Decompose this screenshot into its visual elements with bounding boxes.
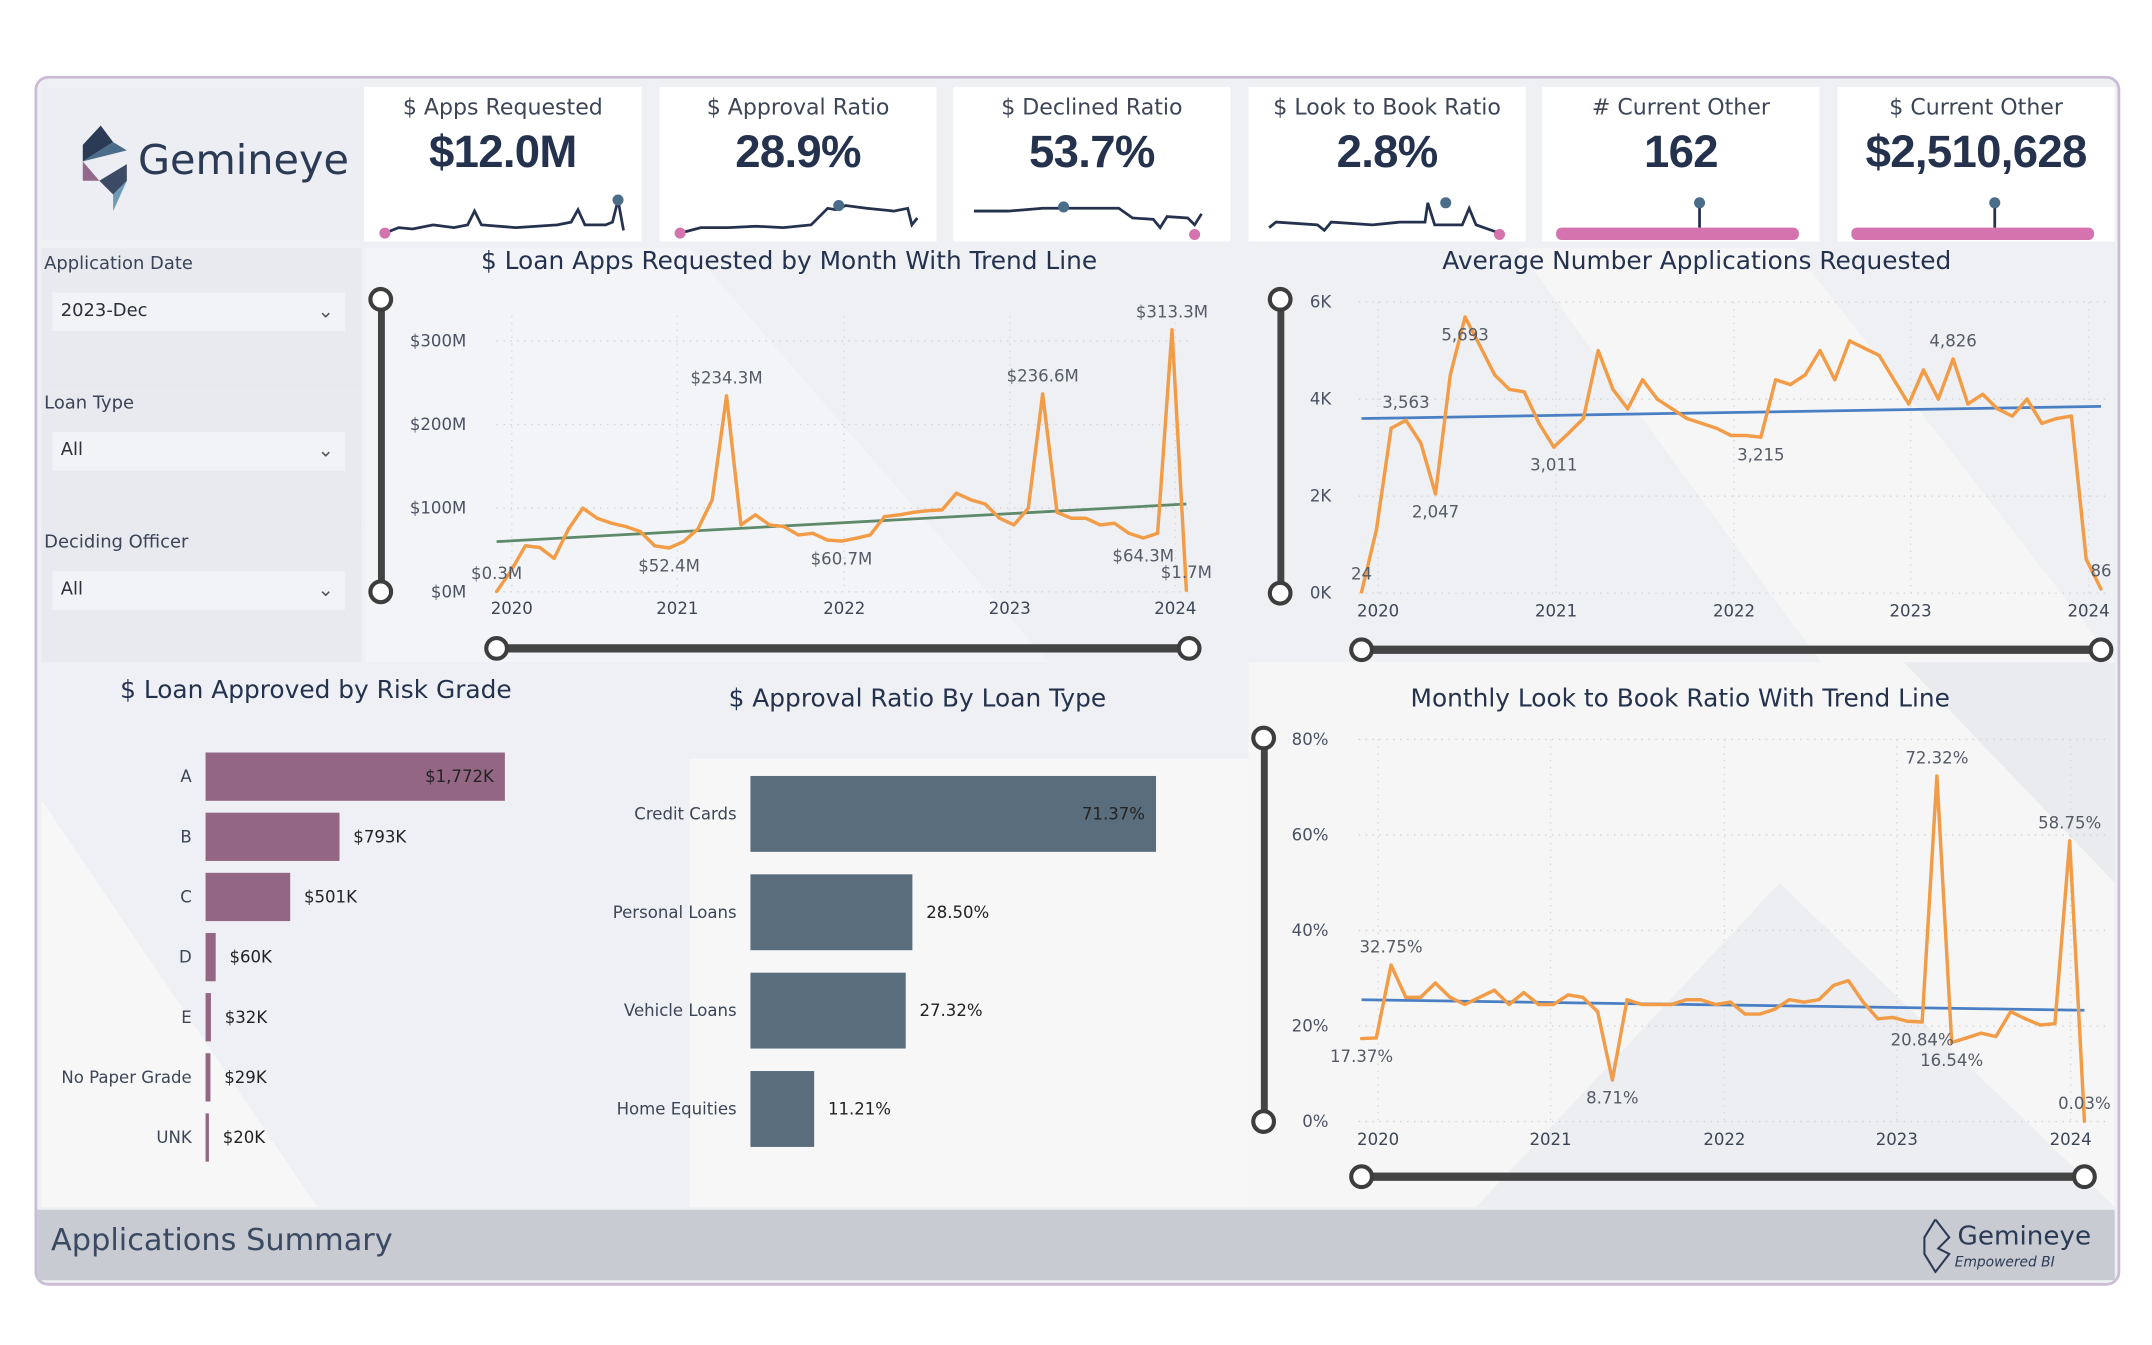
kpi-sparkline [1556, 197, 1799, 241]
chart-title-approval-ratio: $ Approval Ratio By Loan Type [728, 684, 1107, 714]
slider-handle-right[interactable] [2088, 637, 2114, 663]
x-axis-zoom-slider[interactable] [496, 644, 1190, 653]
footer-bar: Applications Summary Gemineye Empowered … [37, 1209, 2115, 1281]
loan-type-dropdown[interactable]: All ⌄ [52, 431, 345, 471]
kpi-current-other-amount[interactable]: $ Current Other $2,510,628 [1837, 86, 2115, 242]
chevron-down-icon: ⌄ [317, 300, 334, 323]
y-axis-zoom-slider[interactable] [1277, 299, 1285, 594]
slider-handle-top[interactable] [1251, 725, 1277, 751]
deciding-officer-dropdown[interactable]: All ⌄ [52, 571, 345, 610]
slider-handle-left[interactable] [484, 635, 510, 661]
y-axis-zoom-slider[interactable] [1260, 738, 1268, 1122]
kpi-title: $ Current Other [1889, 93, 2063, 121]
chart-title-apps: $ Loan Apps Requested by Month With Tren… [480, 246, 1098, 276]
kpi-sparkline [1268, 197, 1506, 241]
chevron-down-icon: ⌄ [317, 579, 334, 602]
footer-logo: Gemineye Empowered BI [1922, 1215, 2091, 1276]
gemineye-logo-icon [82, 125, 127, 212]
kpi-look-to-book[interactable]: $ Look to Book Ratio 2.8% [1248, 86, 1526, 242]
kpi-title: $ Apps Requested [402, 93, 603, 121]
kpi-value: 28.9% [735, 125, 861, 177]
kpi-sparkline [674, 200, 919, 239]
slicer-label: Loan Type [44, 393, 135, 414]
kpi-apps-requested[interactable]: $ Apps Requested $12.0M [364, 86, 642, 242]
slider-handle-bottom[interactable] [368, 579, 394, 605]
slider-handle-left[interactable] [1349, 637, 1374, 663]
footer-brand-name: Gemineye [1957, 1220, 2092, 1252]
chevron-down-icon: ⌄ [317, 440, 334, 463]
kpi-title: $ Declined Ratio [1001, 93, 1183, 121]
page-title: Applications Summary [51, 1223, 393, 1259]
slider-handle-top[interactable] [368, 286, 394, 312]
chart-title-risk-grade: $ Loan Approved by Risk Grade [120, 675, 512, 705]
slicer-deciding-officer: Deciding Officer All ⌄ [41, 526, 362, 663]
kpi-value: $2,510,628 [1865, 125, 2088, 177]
dropdown-value: 2023-Dec [60, 300, 148, 322]
chart-title-avg-apps: Average Number Applications Requested [1442, 246, 1952, 276]
kpi-value: $12.0M [428, 125, 577, 177]
kpi-sparkline [1851, 197, 2095, 241]
kpi-value: 162 [1643, 125, 1719, 177]
slider-handle-right[interactable] [2072, 1164, 2097, 1190]
kpi-current-other-count[interactable]: # Current Other 162 [1542, 86, 1820, 242]
kpi-declined-ratio[interactable]: $ Declined Ratio 53.7% [953, 86, 1231, 242]
dropdown-value: All [60, 440, 83, 461]
application-date-dropdown[interactable]: 2023-Dec ⌄ [52, 292, 345, 332]
kpi-sparkline [973, 201, 1203, 241]
kpi-title: # Current Other [1591, 93, 1770, 121]
slicer-label: Application Date [44, 253, 193, 275]
slicer-application-date: Application Date 2023-Dec ⌄ [41, 248, 362, 384]
slicer-label: Deciding Officer [44, 532, 189, 554]
slider-handle-top[interactable] [1267, 286, 1293, 312]
slider-handle-left[interactable] [1349, 1164, 1374, 1190]
slider-handle-bottom[interactable] [1267, 580, 1293, 606]
logo-panel: Gemineye [41, 86, 362, 242]
x-axis-zoom-slider[interactable] [1361, 1172, 2085, 1181]
slider-handle-right[interactable] [1176, 635, 1202, 661]
kpi-title: $ Look to Book Ratio [1273, 93, 1501, 121]
kpi-approval-ratio[interactable]: $ Approval Ratio 28.9% [659, 86, 937, 242]
kpi-sparkline [379, 194, 625, 239]
x-axis-zoom-slider[interactable] [1361, 645, 2101, 654]
kpi-value: 2.8% [1336, 125, 1439, 177]
chart-title-look-to-book: Monthly Look to Book Ratio With Trend Li… [1410, 684, 1950, 714]
kpi-value: 53.7% [1029, 125, 1155, 177]
dropdown-value: All [60, 579, 83, 601]
y-axis-zoom-slider[interactable] [377, 299, 385, 592]
slicer-loan-type: Loan Type All ⌄ [41, 387, 362, 523]
footer-tagline: Empowered BI [1954, 1255, 2055, 1271]
brand-name: Gemineye [137, 136, 349, 185]
slider-handle-bottom[interactable] [1251, 1109, 1277, 1134]
kpi-title: $ Approval Ratio [706, 93, 890, 121]
gemineye-outline-logo-icon [1923, 1218, 1951, 1274]
